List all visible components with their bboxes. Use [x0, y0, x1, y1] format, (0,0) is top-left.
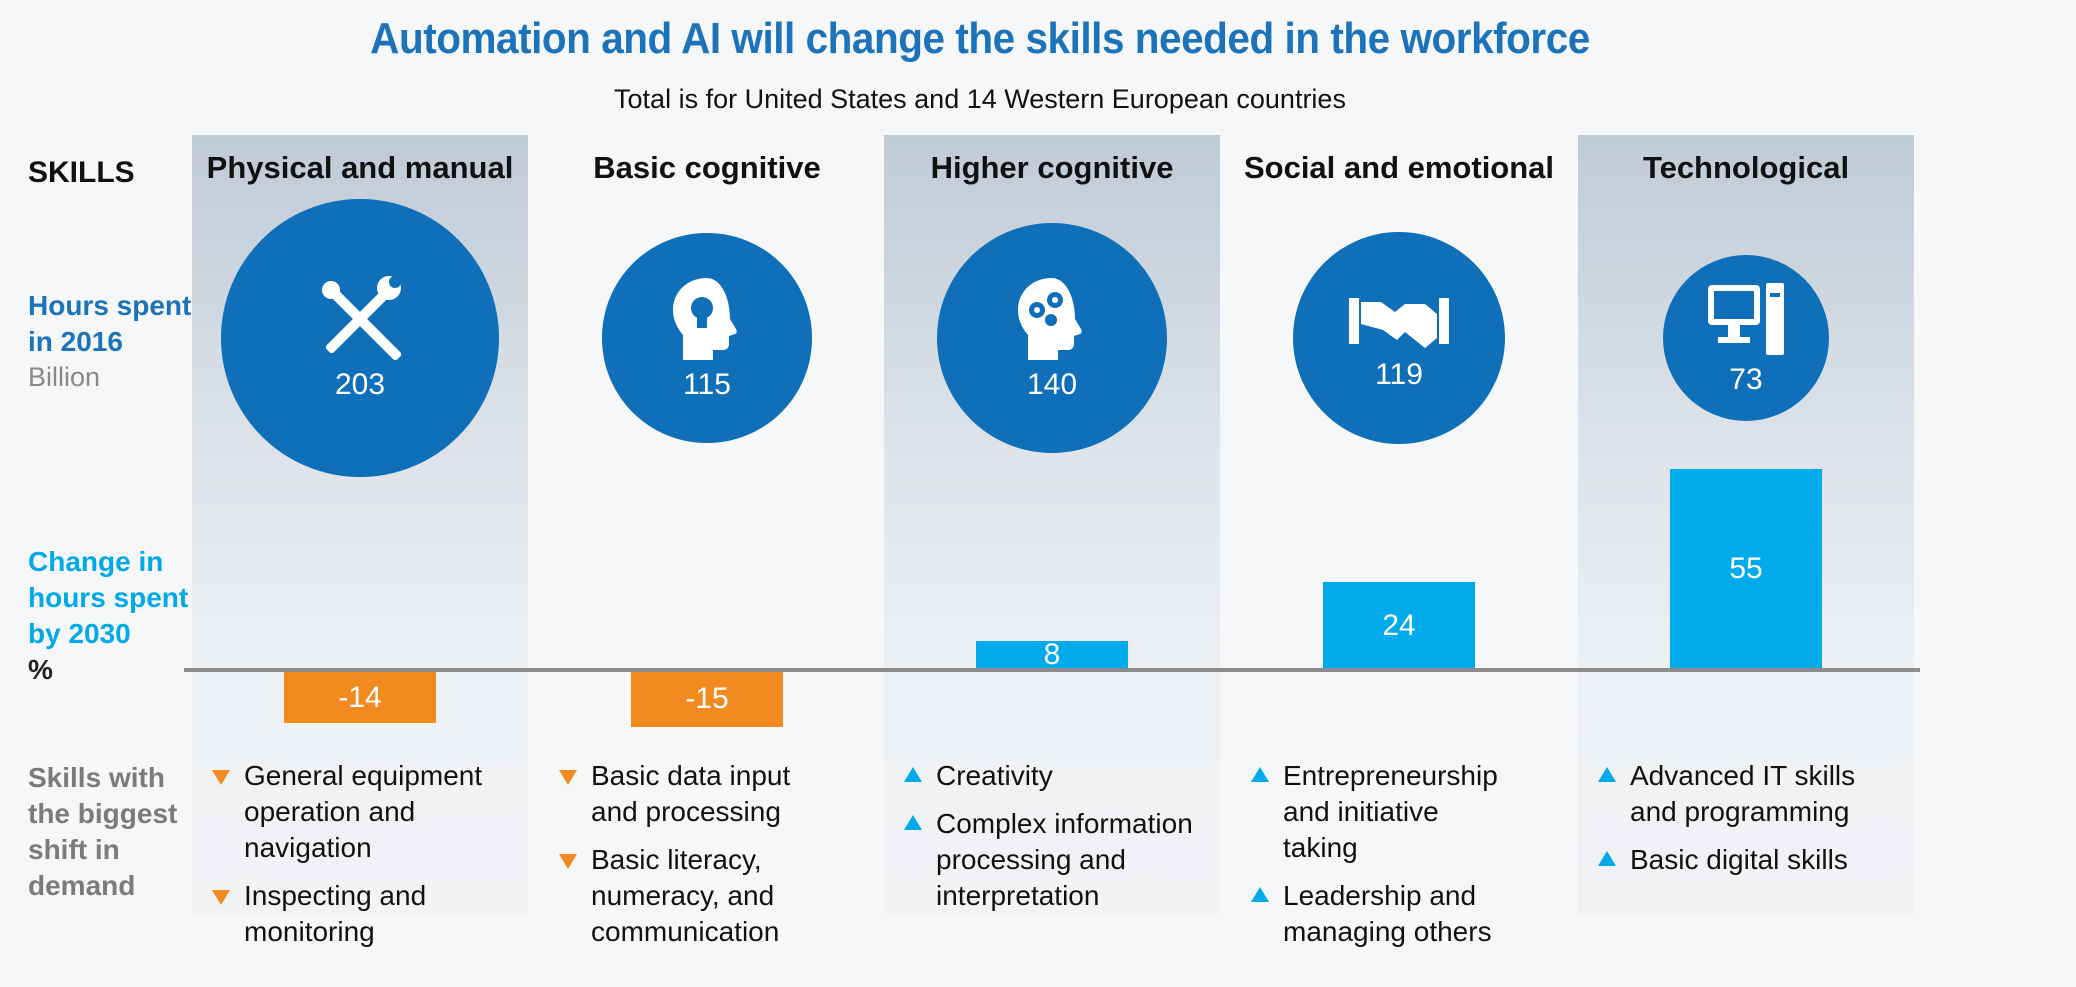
zero-axis-line [184, 668, 1920, 672]
change-unit-label: % [28, 654, 53, 685]
skill-shift-text: managing others [1283, 916, 1492, 947]
hours-value-label: 119 [1375, 357, 1423, 391]
change-bar-physical-and-manual: -14 [284, 672, 436, 724]
hours-value-label: 203 [334, 368, 386, 401]
category-label-basic-cognitive: Basic cognitive [593, 150, 821, 185]
triangle-up-icon [904, 815, 922, 830]
skill-shift-text: numeracy, and [591, 880, 775, 911]
skill-shift-item: Basic digital skills [1598, 842, 1918, 878]
hours-circle-higher-cognitive: 140 [936, 222, 1168, 454]
skill-shift-text: processing and [936, 844, 1126, 875]
head-gears-icon [1007, 274, 1097, 364]
shift-label-line: the biggest [28, 798, 178, 829]
skill-shift-text: Leadership and [1283, 880, 1477, 911]
skill-shift-item: Leadership and managing others [1251, 878, 1571, 950]
skill-shift-list-basic-cognitive: Basic data input and processing Basic lite… [559, 758, 879, 962]
skill-shift-text: and initiative [1283, 796, 1439, 827]
hours-circle-basic-cognitive: 115 [602, 233, 812, 443]
change-bar-basic-cognitive: -15 [631, 672, 783, 727]
skill-shift-text: Complex information [936, 808, 1193, 839]
shift-row-label: Skills with the biggest shift in demand [28, 760, 177, 904]
skill-shift-text: interpretation [936, 880, 1100, 911]
skill-shift-text: Advanced IT skills [1630, 760, 1856, 791]
hours-label-line: Hours spent, [28, 290, 200, 321]
triangle-up-icon [904, 767, 922, 782]
hours-label-line: in 2016 [28, 326, 123, 357]
skill-shift-item: Inspecting and monitoring [212, 878, 532, 950]
skill-shift-text: Inspecting and [244, 880, 427, 911]
skill-shift-list-social-and-emotional: Entrepreneurship and initiative taking Lead… [1251, 758, 1571, 962]
head-lightbulb-icon [662, 274, 752, 364]
change-label-line: by 2030 [28, 618, 131, 649]
skills-row-label: SKILLS [28, 156, 135, 189]
shift-label-line: Skills with [28, 762, 165, 793]
triangle-down-icon [559, 770, 577, 785]
tools-icon [315, 274, 405, 364]
skill-shift-text: taking [1283, 832, 1358, 863]
change-bar-technological: 55 [1670, 468, 1822, 670]
handshake-icon [1348, 284, 1449, 354]
shift-label-line: demand [28, 870, 136, 901]
skill-shift-item: Basic literacy, numeracy, and communicatio… [559, 842, 879, 950]
change-bar-higher-cognitive: 8 [976, 638, 1128, 671]
skill-shift-text: Entrepreneurship [1283, 760, 1498, 791]
skill-shift-item: Basic data input and processing [559, 758, 879, 830]
skill-shift-text: and processing [591, 796, 781, 827]
category-label-physical-and-manual: Physical and manual [206, 150, 514, 185]
shift-label-line: shift in [28, 834, 120, 865]
triangle-up-icon [1598, 851, 1616, 866]
change-label-line: hours spent [28, 582, 189, 613]
skill-shift-text: General equipment [244, 760, 483, 791]
hours-circle-technological: 73 [1662, 254, 1830, 422]
skill-shift-item: Entrepreneurship and initiative taking [1251, 758, 1571, 866]
skill-shift-list-physical-and-manual: General equipment operation and navigatio… [212, 758, 532, 962]
skill-shift-text: operation and navigation [244, 796, 416, 863]
category-label-social-and-emotional: Social and emotional [1243, 150, 1555, 185]
triangle-up-icon [1598, 767, 1616, 782]
hours-value-label: 73 [1729, 362, 1763, 396]
skill-shift-text: and programming [1630, 796, 1850, 827]
skill-shift-text: communication [591, 916, 780, 947]
skill-shift-text: Basic data input [591, 760, 791, 791]
skill-shift-item: Complex information processing and interpr… [904, 806, 1224, 914]
skill-shift-text: Basic literacy, [591, 844, 762, 875]
chart-title: Automation and AI will change the skills… [370, 14, 1590, 63]
skill-shift-text: Creativity [936, 760, 1053, 791]
hours-value-label: 140 [1026, 367, 1078, 401]
skill-shift-text: Basic digital skills [1630, 844, 1848, 875]
triangle-up-icon [1251, 887, 1269, 902]
triangle-up-icon [1251, 767, 1269, 782]
change-row-label: Change in hours spent by 2030 [28, 544, 188, 652]
change-label-line: Change in [28, 546, 164, 577]
hours-row-label: Hours spent, in 2016 [28, 288, 199, 360]
change-bar-social-and-emotional: 24 [1323, 582, 1475, 670]
skill-shift-list-technological: Advanced IT skills and programming Basic d… [1598, 758, 1918, 890]
triangle-down-icon [212, 770, 230, 785]
chart-subtitle: Total is for United States and 14 Wester… [614, 84, 1346, 114]
computer-icon [1706, 279, 1786, 359]
category-label-technological: Technological [1642, 150, 1850, 185]
hours-unit-label: Billion [28, 362, 101, 392]
triangle-down-icon [212, 890, 230, 905]
triangle-down-icon [559, 854, 577, 869]
skill-shift-item: Creativity [904, 758, 1224, 794]
hours-circle-physical-and-manual: 203 [221, 199, 499, 477]
hours-circle-social-and-emotional: 119 [1292, 231, 1506, 445]
hours-value-label: 115 [683, 367, 731, 401]
skill-shift-list-higher-cognitive: Creativity Complex information processing … [904, 758, 1224, 926]
category-label-higher-cognitive: Higher cognitive [930, 150, 1174, 185]
skill-shift-text: monitoring [244, 916, 375, 947]
skill-shift-item: Advanced IT skills and programming [1598, 758, 1918, 830]
skill-shift-item: General equipment operation and navigatio… [212, 758, 532, 866]
